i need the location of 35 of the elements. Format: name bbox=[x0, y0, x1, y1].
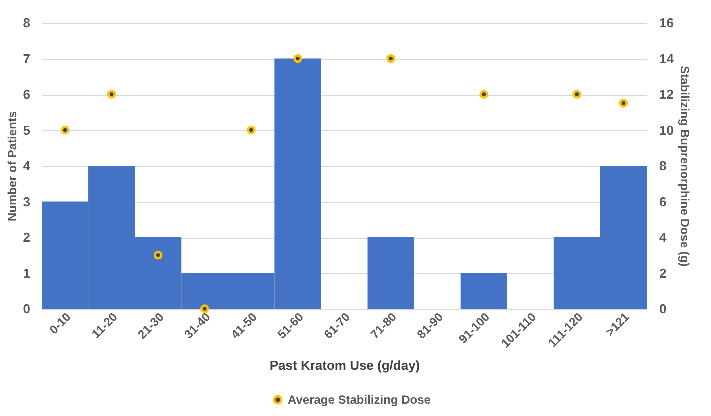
y-tick-label: 0 bbox=[23, 302, 30, 316]
point bbox=[386, 54, 396, 64]
y2-tick-label: 16 bbox=[660, 16, 674, 30]
y2-tick-label: 2 bbox=[660, 266, 667, 281]
point bbox=[247, 126, 256, 135]
y2-axis-title: Stabilizing Buprenorphine Dose (g) bbox=[678, 66, 692, 267]
y-axis-title: Number of Patients bbox=[5, 111, 20, 222]
y-tick-label: 7 bbox=[23, 51, 30, 66]
y2-tick-label: 14 bbox=[660, 51, 675, 66]
point bbox=[154, 250, 163, 260]
y-tick-label: 3 bbox=[23, 194, 30, 210]
point bbox=[107, 90, 116, 99]
y2-tick-label: 12 bbox=[660, 87, 674, 102]
bar bbox=[460, 273, 508, 309]
point bbox=[200, 304, 210, 314]
legend-label: Average Stabilizing Dose bbox=[288, 393, 432, 407]
y-tick-label: 1 bbox=[23, 266, 30, 281]
y2-tick-label: 4 bbox=[660, 230, 668, 245]
y2-tick-label: 10 bbox=[660, 122, 674, 138]
y-tick-label: 5 bbox=[23, 122, 30, 138]
bar bbox=[368, 238, 414, 309]
point bbox=[480, 90, 489, 99]
x-axis-title: Past Kratom Use (g/day) bbox=[270, 358, 420, 373]
y-tick-label: 8 bbox=[23, 16, 30, 30]
point bbox=[294, 54, 302, 64]
y2-tick-label: 0 bbox=[660, 302, 667, 316]
point bbox=[619, 99, 628, 108]
y2-tick-label: 8 bbox=[660, 158, 667, 174]
x-tick-label: 0-10 bbox=[46, 310, 74, 337]
point bbox=[572, 90, 582, 99]
point bbox=[60, 126, 70, 135]
y-tick-label: 6 bbox=[23, 87, 30, 102]
y-tick-label: 4 bbox=[23, 158, 32, 174]
y2-tick-label: 6 bbox=[660, 194, 667, 210]
y-tick-label: 2 bbox=[23, 230, 30, 245]
